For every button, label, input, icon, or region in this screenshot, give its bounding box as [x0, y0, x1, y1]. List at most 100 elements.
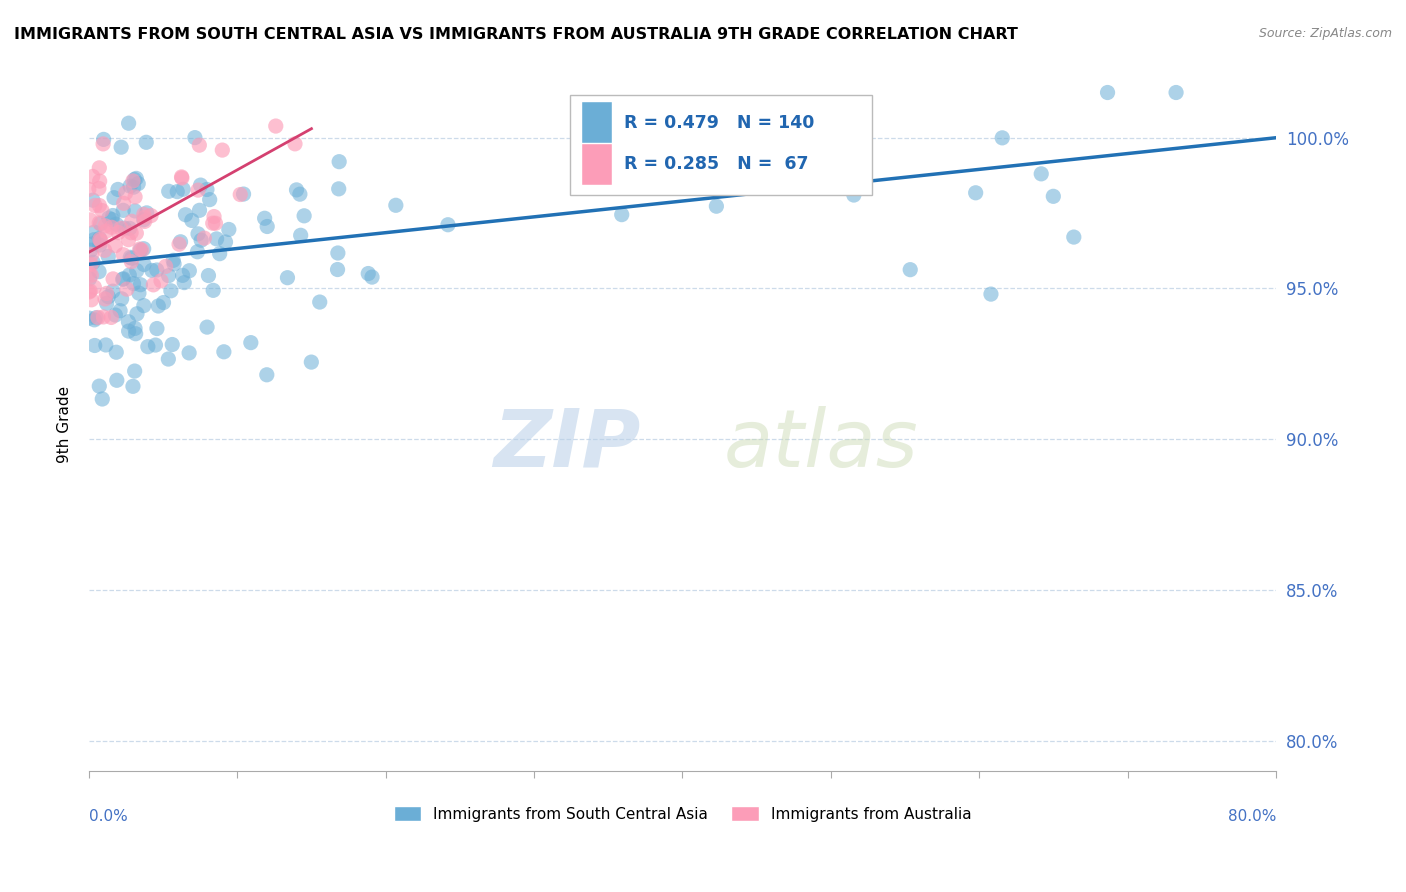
Point: [169, 235, 191, 249]
Point: [980, 287, 1002, 301]
Point: [141, 263, 163, 277]
Point: [94, 219, 117, 233]
Point: [111, 272, 134, 286]
Point: [83, 225, 105, 239]
Point: [146, 263, 169, 277]
Text: atlas: atlas: [724, 406, 918, 483]
Point: [898, 262, 921, 277]
Point: [1097, 86, 1119, 100]
Point: [100, 310, 122, 325]
Point: [79, 213, 101, 227]
Point: [188, 138, 211, 153]
Point: [112, 196, 135, 211]
Point: [290, 228, 312, 243]
Point: [276, 270, 298, 285]
Point: [122, 277, 145, 291]
Point: [97, 249, 120, 263]
Point: [121, 214, 143, 228]
Point: [202, 283, 225, 297]
Point: [122, 174, 145, 188]
Point: [134, 211, 156, 225]
Point: [124, 190, 146, 204]
Point: [179, 264, 201, 278]
Point: [218, 222, 240, 236]
Point: [253, 211, 276, 226]
Point: [179, 346, 201, 360]
Point: [89, 379, 111, 393]
Point: [184, 130, 207, 145]
Point: [103, 191, 125, 205]
Point: [117, 233, 139, 247]
Point: [101, 272, 124, 286]
Point: [385, 198, 408, 212]
Point: [80, 293, 103, 307]
Point: [129, 243, 152, 257]
Point: [91, 136, 114, 151]
Point: [104, 238, 127, 252]
Point: [162, 253, 184, 268]
Point: [195, 182, 218, 196]
Point: [82, 169, 104, 184]
Point: [157, 268, 180, 283]
FancyBboxPatch shape: [582, 102, 613, 143]
Point: [1042, 189, 1064, 203]
Point: [204, 216, 226, 230]
Point: [256, 219, 278, 234]
Point: [146, 321, 169, 335]
Point: [186, 244, 208, 259]
Point: [120, 226, 142, 240]
Point: [96, 286, 118, 301]
Point: [104, 308, 127, 322]
Point: [157, 184, 180, 198]
Point: [132, 207, 155, 221]
Point: [120, 179, 142, 194]
Point: [125, 226, 148, 240]
Point: [163, 257, 186, 271]
Point: [83, 338, 105, 352]
Point: [100, 220, 122, 235]
Point: [285, 183, 308, 197]
Point: [170, 169, 193, 184]
FancyBboxPatch shape: [582, 144, 613, 185]
Point: [132, 212, 155, 227]
Point: [90, 234, 112, 248]
Point: [110, 221, 132, 235]
Point: [187, 227, 209, 241]
Point: [229, 187, 252, 202]
Point: [193, 231, 215, 245]
Point: [94, 338, 117, 352]
Point: [308, 295, 330, 310]
Point: [93, 310, 115, 324]
Point: [114, 221, 136, 235]
Point: [110, 140, 132, 154]
Point: [132, 257, 155, 271]
Point: [111, 292, 134, 306]
Point: [97, 211, 120, 225]
Point: [83, 280, 105, 294]
Point: [150, 274, 173, 288]
Point: [328, 154, 350, 169]
Text: R = 0.285   N =  67: R = 0.285 N = 67: [624, 155, 808, 173]
Point: [91, 392, 114, 406]
Point: [198, 193, 221, 207]
Point: [122, 180, 145, 194]
Point: [87, 265, 110, 279]
Point: [142, 277, 165, 292]
Point: [148, 299, 170, 313]
Point: [117, 324, 139, 338]
Point: [90, 217, 112, 231]
Point: [326, 262, 349, 277]
Point: [120, 250, 142, 264]
Point: [94, 292, 117, 306]
Point: [84, 198, 107, 212]
Point: [205, 232, 228, 246]
Point: [91, 203, 114, 218]
Point: [706, 199, 728, 213]
Point: [135, 136, 157, 150]
Point: [89, 216, 111, 230]
Point: [112, 272, 135, 286]
Point: [108, 303, 131, 318]
Point: [170, 171, 193, 186]
Point: [1063, 230, 1085, 244]
Point: [80, 247, 103, 261]
